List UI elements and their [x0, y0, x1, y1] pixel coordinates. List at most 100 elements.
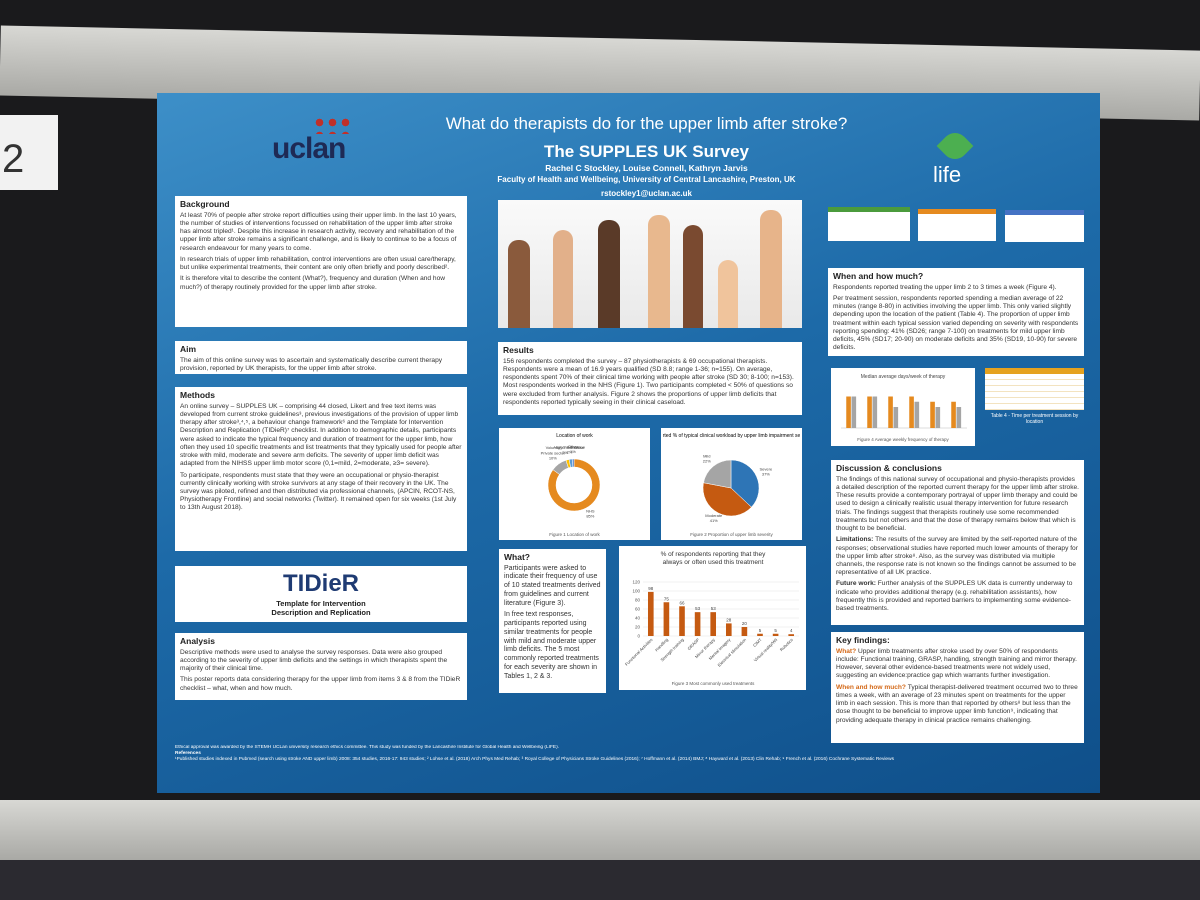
y-tick-label: 40: [635, 616, 641, 621]
y-tick-label: 60: [635, 607, 641, 612]
chart-caption: Figure 2 Proportion of upper limb severi…: [690, 532, 773, 537]
slice-label: 85%: [586, 513, 594, 518]
table-3: [1005, 210, 1084, 242]
slice: [572, 458, 575, 468]
slice-category: Moderate: [705, 513, 723, 518]
paragraph: The findings of this national survey of …: [836, 475, 1080, 533]
heading: Analysis: [180, 636, 215, 646]
discussion-box: Discussion & conclusions The findings of…: [831, 460, 1084, 625]
slice: [730, 459, 760, 508]
paragraph: An online survey – SUPPLES UK – comprisi…: [180, 402, 462, 468]
table-2: [918, 209, 996, 241]
logo-uclan: uclan: [272, 132, 346, 165]
results-box: Results 156 respondents completed the su…: [498, 342, 802, 415]
value-label: 98: [648, 586, 654, 591]
slice: [702, 482, 752, 517]
table-1: [828, 207, 910, 241]
chart-title: % of respondents reporting that they alwa…: [661, 551, 767, 566]
bar: [846, 396, 851, 428]
severity-chart: Reported % of typical clinical workload …: [661, 433, 802, 537]
subtitle: The SUPPLES UK Survey: [543, 142, 749, 161]
location-chart-box: Location of work NHS 85% Private sector 10% V…: [499, 428, 650, 540]
what-box: What? Participants were asked to indicat…: [499, 549, 606, 693]
heading: Methods: [180, 390, 215, 400]
logo-flower: [313, 116, 353, 134]
value-label: 53: [711, 606, 717, 611]
chart-caption: Figure 3 Most commonly used treatments: [672, 681, 756, 686]
y-tick-label: 100: [632, 589, 640, 594]
label: Limitations:: [836, 536, 874, 544]
heading: Discussion & conclusions: [836, 463, 942, 473]
paragraph: In free text responses, participants rep…: [504, 611, 599, 680]
side-card: 2: [0, 115, 58, 190]
references-heading: References: [175, 751, 201, 757]
ethics: Ethical approval was awarded by the STEM…: [175, 745, 560, 750]
value-label: 53: [695, 606, 701, 611]
hands-photo: [498, 200, 802, 328]
slice: [547, 458, 601, 512]
days-chart: Median average days/week of therapy Figur…: [841, 374, 967, 442]
tidier-name: TIDieR: [282, 570, 359, 597]
x-tick-label: Electrical stimulation: [717, 637, 748, 668]
x-tick-label: GRASP: [686, 637, 700, 651]
floor: [0, 860, 1200, 900]
bar: [956, 407, 962, 428]
slice-category: Severe: [760, 467, 773, 472]
paragraph: Further analysis of the SUPPLES UK data …: [836, 580, 1073, 613]
paragraph: Typical therapist-delivered treatment oc…: [836, 683, 1078, 724]
label: What?: [836, 647, 857, 655]
value-label: 5: [774, 628, 777, 633]
bottom-frame: [0, 800, 1200, 860]
bar: [694, 612, 701, 636]
key-findings-box: Key findings: What? Upper limb treatment…: [831, 632, 1084, 743]
label: When and how much?: [836, 683, 906, 691]
bar: [741, 627, 748, 636]
slice: [703, 459, 732, 489]
aim-box: Aim The aim of this online survey was to…: [175, 341, 467, 374]
title: What do therapists do for the upper limb…: [445, 114, 848, 133]
y-tick-label: 80: [635, 598, 641, 603]
bar: [872, 396, 878, 428]
slice-label: 37%: [762, 472, 770, 477]
bar: [851, 396, 857, 428]
bar: [909, 396, 914, 428]
heading: Background: [180, 199, 230, 209]
bar: [867, 396, 872, 428]
email: rstockley1@uclan.ac.uk: [601, 189, 692, 198]
paragraph: Participants were asked to indicate thei…: [504, 564, 601, 607]
y-tick-label: 120: [632, 580, 640, 585]
affiliation: Faculty of Health and Wellbeing, Univers…: [497, 175, 796, 184]
footer: Ethical approval was awarded by the STEM…: [175, 745, 1085, 787]
bar: [757, 633, 763, 636]
bar: [663, 602, 670, 636]
paragraph: The results of the survey are limited by…: [836, 536, 1078, 577]
bar: [930, 401, 935, 428]
slice-category: Mild: [703, 453, 710, 458]
analysis-box: Analysis Descriptive methods were used t…: [175, 633, 467, 700]
x-tick-label: Functional Activities: [624, 637, 654, 667]
tidier-caption: Template for Intervention Description an…: [271, 599, 371, 618]
table-4: [985, 368, 1084, 410]
heading: What?: [504, 552, 530, 562]
paragraph: It is therefore vital to describe the co…: [180, 275, 445, 291]
bar: [725, 623, 732, 636]
slice-category: NHS: [586, 508, 595, 513]
paragraph: Descriptive methods were used to analyse…: [180, 648, 448, 673]
severity-chart-box: Reported % of typical clinical workload …: [661, 428, 802, 540]
bar: [647, 591, 654, 636]
slice-category: Voluntary/Third sector: [546, 445, 586, 450]
background-box: Background At least 70% of people after …: [175, 196, 467, 327]
slice-category: Other: [568, 444, 579, 449]
references: ¹Published studies indexed in Pubmed (se…: [175, 757, 894, 763]
paragraph: In research trials of upper limb rehabil…: [180, 255, 456, 272]
tidier-box: TIDieR Template for Intervention Descrip…: [175, 566, 467, 622]
bar: [893, 407, 899, 428]
bar: [888, 396, 893, 428]
paragraph: 156 respondents completed the survey – 8…: [503, 357, 794, 406]
bar: [710, 612, 717, 636]
paragraph: At least 70% of people after stroke repo…: [180, 211, 457, 252]
methods-box: Methods An online survey – SUPPLES UK – …: [175, 387, 467, 551]
slice-label: 2%: [567, 449, 573, 454]
heading: Aim: [180, 344, 197, 354]
